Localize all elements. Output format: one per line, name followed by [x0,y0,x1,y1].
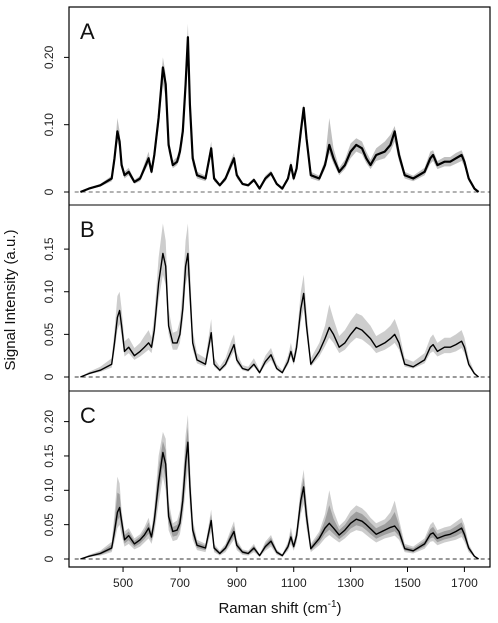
y-tick-label: 0.05 [42,322,56,346]
x-tick-label: 700 [170,576,190,590]
panel-a: 0 0.10 0.20 A [42,19,490,195]
y-tick-label: 0.10 [42,280,56,304]
series-mean-a [79,36,480,194]
x-tick-label: 1300 [337,576,364,590]
series-mean-b [80,252,480,378]
plot-frame [68,6,491,568]
y-tick-label: 0.10 [42,478,56,502]
x-tick-label: 1100 [281,576,307,590]
x-axis: 500 700 900 1100 1300 1500 1700 [113,567,478,590]
x-tick-label: 1700 [451,576,478,590]
y-tick-label: 0 [42,373,56,380]
panel-b: 0 0.05 0.10 0.15 B [42,217,490,380]
y-tick-label: 0 [42,555,56,562]
x-tick-label: 500 [113,576,133,590]
y-tick-label: 0.15 [42,444,56,468]
y-tick-label: 0.20 [42,45,56,69]
y-axis-title: Signal Intensity (a.u.) [2,230,19,371]
x-axis-title-superscript: -1 [328,599,337,610]
x-axis-title-main: Raman shift (cm [218,600,327,617]
panel-c: 0 0.05 0.10 0.15 0.20 C [42,403,490,562]
x-axis-title-close: ) [337,600,342,617]
series-band-inner-c [80,427,479,559]
series-mean-c [80,441,479,560]
y-tick-label: 0.10 [42,113,56,137]
x-tick-label: 1500 [394,576,421,590]
x-axis-title: Raman shift (cm-1) [218,599,341,617]
x-tick-label: 900 [227,576,247,590]
panel-label-b: B [80,217,95,242]
y-tick-label: 0 [42,188,56,195]
panel-label-c: C [80,403,96,428]
y-tick-label: 0.15 [42,237,56,261]
series-band-a [80,23,479,193]
y-tick-label: 0.20 [42,410,56,434]
series-band-b [80,223,479,377]
y-tick-label: 0.05 [42,513,56,537]
panel-label-a: A [80,19,95,44]
